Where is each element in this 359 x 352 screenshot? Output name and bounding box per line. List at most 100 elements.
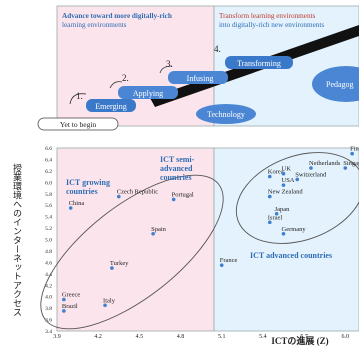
data-point: [267, 174, 272, 179]
data-point: [68, 206, 73, 210]
semi-label-line2: advanced: [160, 164, 193, 173]
step-arrow-2: [109, 81, 123, 89]
y-tick-labels: 3.4 3.6 3.8 4.0 4.2 4.4 4.6 4.8 5.0 5.2 5.4 5.6 5.8 6…: [45, 146, 52, 335]
yet-to-begin-pill: [37, 117, 119, 131]
data-point: [116, 194, 121, 199]
technology-bubble: [196, 104, 256, 124]
x-tick-labels: 3.9 4.2 4.5 4.8 5.1 5.4 5.7 6.0: [53, 334, 349, 340]
y-tick-label: 5.0: [45, 238, 52, 244]
semi-label-line3: countries: [160, 173, 192, 182]
y-tick-label: 6.0: [45, 180, 52, 186]
data-point: [110, 266, 114, 270]
advance-caption-line2: learning environments: [62, 21, 127, 29]
data-points: Finla SingapoNetherlands KoreaUKSwitzerlan…: [62, 146, 359, 313]
growing-label-line2: countries: [66, 187, 98, 196]
data-point: [103, 303, 107, 308]
y-tick-label: 6.2: [45, 169, 52, 175]
stage-transforming: [225, 56, 293, 69]
technology-label: Technology: [207, 110, 245, 119]
y-tick-label: 4.4: [45, 272, 52, 278]
point-label: Korea: [268, 169, 284, 176]
x-tick-label: 5.4: [259, 334, 267, 340]
y-tick-label: 4.6: [45, 260, 52, 266]
point-label: Czech Republic: [117, 189, 158, 196]
data-point: [267, 220, 272, 225]
advance-caption-line1: Advance toward more digitally-rich: [62, 12, 172, 20]
x-axis-label: ICTの進展 (Z): [271, 335, 328, 346]
point-label: China: [69, 200, 85, 207]
point-label: USA: [282, 177, 295, 184]
data-point: [171, 197, 176, 202]
y-tick-label: 5.4: [45, 215, 52, 221]
point-label: Japan: [275, 206, 291, 213]
data-point: [281, 171, 286, 176]
y-tick-label: 5.2: [45, 226, 52, 232]
pedagogy-bubble: [312, 66, 359, 102]
point-label: Netherlands: [309, 160, 341, 167]
advanced-region: [213, 147, 359, 332]
data-point: [151, 231, 155, 236]
point-label: UK: [282, 166, 292, 173]
growing-group-ellipse: [40, 174, 224, 330]
pedagogy-label: Pedagog: [326, 80, 354, 89]
stage-emerging: [86, 99, 136, 112]
x-tick-label: 4.2: [94, 334, 102, 340]
data-point: [343, 166, 348, 170]
data-point: [62, 297, 66, 302]
point-label: Portugal: [172, 191, 194, 198]
y-tick-label: 3.4: [45, 329, 52, 335]
advanced-label: ICT advanced countries: [250, 251, 332, 260]
growing-label-line1: ICT growing: [66, 178, 110, 187]
data-point: [295, 177, 300, 182]
y-tick-label: 3.6: [45, 318, 52, 324]
data-point: [62, 309, 66, 313]
semi-label-line1: ICT semi-: [160, 155, 195, 164]
point-label: Turkey: [110, 260, 129, 267]
point-label: Italy: [103, 297, 116, 304]
point-label: Spain: [151, 226, 167, 233]
step-2: 2.: [122, 73, 129, 83]
x-tick-label: 4.5: [136, 334, 144, 340]
y-tick-label: 3.8: [45, 306, 52, 312]
x-tick-label: 6.0: [342, 334, 350, 340]
data-point: [281, 231, 286, 236]
point-label: France: [220, 257, 238, 264]
y-tick-label: 4.2: [45, 283, 52, 289]
stage-emerging-label: Emerging: [95, 102, 126, 111]
y-tick-label: 6.6: [45, 146, 52, 152]
stage-applying: [118, 86, 178, 99]
point-label: Israel: [268, 214, 283, 221]
point-label: Switzerland: [295, 171, 327, 178]
data-point: [309, 166, 313, 170]
y-tick-label: 6.4: [45, 157, 52, 163]
stage-transforming-label: Transforming: [237, 59, 281, 68]
x-tick-label: 3.9: [53, 334, 61, 340]
data-point: [219, 263, 224, 268]
point-label: Singapo: [343, 160, 359, 167]
transform-caption-line2: into digitally-rich new environments: [219, 21, 324, 29]
step-3: 3.: [166, 59, 173, 69]
step-1: 1.: [76, 91, 83, 101]
y-tick-label: 5.8: [45, 192, 52, 198]
step-arrow-3: [159, 65, 173, 74]
data-point: [267, 194, 272, 199]
step-arrow-1: [69, 93, 87, 105]
point-label: Greece: [62, 292, 81, 299]
y-tick-label: 4.0: [45, 295, 52, 301]
point-label: Finla: [350, 146, 359, 153]
y-axis-label: 授業環境へのインターネットアクセス: [12, 162, 22, 316]
point-label: Germany: [282, 226, 307, 233]
data-point: [350, 151, 354, 156]
x-tick-label: 5.7: [300, 334, 308, 340]
data-point: [281, 183, 286, 187]
transform-caption-line1: Transform learning environments: [219, 12, 316, 20]
x-tick-label: 5.1: [218, 334, 226, 340]
point-label: Brazil: [62, 303, 78, 310]
step-4: 4.: [214, 44, 221, 54]
advanced-group-ellipse: [235, 152, 359, 244]
yet-to-begin-label: Yet to begin: [60, 120, 97, 129]
stage-infusing: [168, 71, 228, 84]
data-point: [274, 211, 279, 216]
